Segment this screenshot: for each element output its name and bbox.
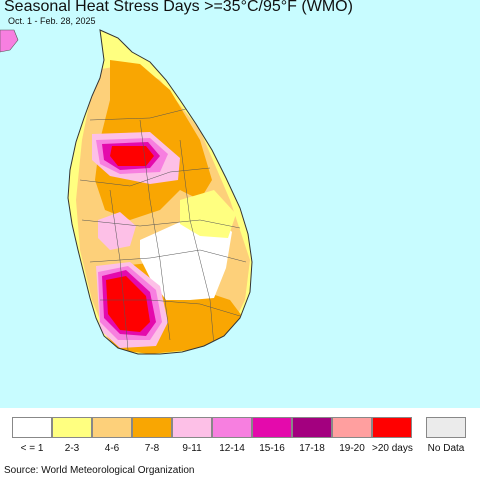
legend-swatch-4 xyxy=(132,417,172,438)
region-2-3-center xyxy=(180,190,236,238)
region-9-11-west xyxy=(98,212,136,250)
map-title: Seasonal Heat Stress Days >=35°C/95°F (W… xyxy=(4,0,353,15)
district-borders xyxy=(79,107,247,351)
legend-swatch-3 xyxy=(92,417,132,438)
legend-swatch-no-data xyxy=(426,417,466,438)
legend-label-4: 7-8 xyxy=(144,443,160,454)
legend-swatch-2 xyxy=(52,417,92,438)
source-credit: Source: World Meteorological Organizatio… xyxy=(4,465,195,476)
india-coast xyxy=(0,29,19,53)
legend-swatch-5 xyxy=(172,417,212,438)
legend-label-9: 19-20 xyxy=(339,443,365,454)
legend-swatch-1 xyxy=(12,417,52,438)
heat-regions xyxy=(68,30,252,354)
legend-label-8: 17-18 xyxy=(299,443,325,454)
region-20plus-north xyxy=(110,146,154,166)
legend-swatch-10 xyxy=(372,417,412,438)
legend-label-10: >20 days xyxy=(372,443,413,454)
legend-swatch-8 xyxy=(292,417,332,438)
region-20plus-south xyxy=(106,276,150,332)
legend-label-no-data: No Data xyxy=(427,443,465,454)
map-area xyxy=(0,0,480,408)
legend: No Data < = 1 2-3 4-6 7-8 9-11 12-14 15-16 17-1… xyxy=(12,417,472,459)
legend-label-2: 2-3 xyxy=(64,443,80,454)
legend-label-3: 4-6 xyxy=(104,443,120,454)
legend-label-5: 9-11 xyxy=(182,443,202,454)
legend-label-1: < = 1 xyxy=(20,443,44,454)
legend-label-6: 12-14 xyxy=(219,443,245,454)
legend-label-7: 15-16 xyxy=(259,443,285,454)
legend-swatch-6 xyxy=(212,417,252,438)
legend-swatch-9 xyxy=(332,417,372,438)
heat-stress-map xyxy=(0,0,480,408)
map-subtitle: Oct. 1 - Feb. 28, 2025 xyxy=(8,16,96,26)
legend-swatch-7 xyxy=(252,417,292,438)
